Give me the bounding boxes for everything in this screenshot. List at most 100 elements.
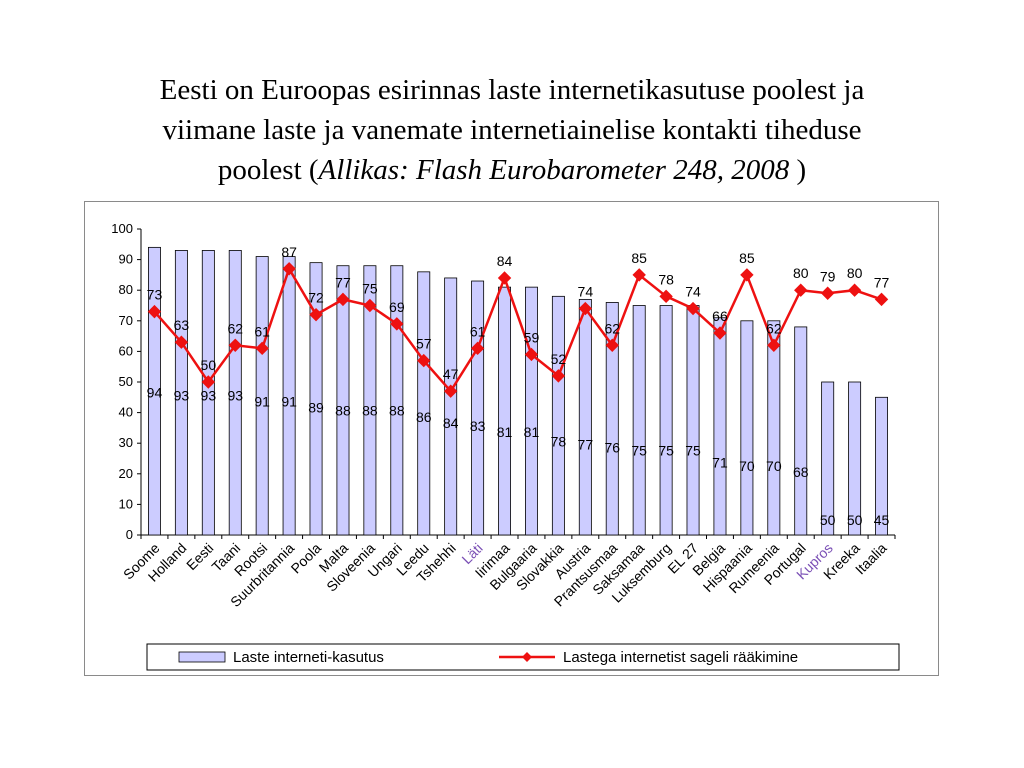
line-point xyxy=(686,301,700,316)
bar xyxy=(444,277,458,536)
bar-data-label: 94 xyxy=(147,384,163,400)
bar-data-label: 77 xyxy=(578,436,594,452)
bar-data-label: 93 xyxy=(227,387,243,403)
bar-data-label: 71 xyxy=(712,455,728,471)
bar-data-label: 93 xyxy=(174,387,190,403)
line-data-label: 62 xyxy=(604,320,620,336)
bar xyxy=(551,295,565,536)
y-tick-label: 100 xyxy=(111,221,133,236)
bar xyxy=(498,286,511,536)
bar-data-label: 81 xyxy=(497,424,513,440)
line-data-label: 85 xyxy=(631,250,647,266)
bar xyxy=(713,317,727,536)
line-data-label: 75 xyxy=(362,281,378,297)
line-point xyxy=(794,283,808,297)
line-data-label: 85 xyxy=(739,250,755,266)
line-data-label: 61 xyxy=(470,323,486,339)
line-point xyxy=(147,304,162,319)
bar xyxy=(201,250,215,536)
bar xyxy=(821,381,835,536)
series-line xyxy=(153,265,882,394)
line-point xyxy=(605,338,619,352)
bar xyxy=(336,265,350,536)
bar xyxy=(794,326,808,536)
bar-data-label: 70 xyxy=(766,458,782,474)
bar xyxy=(255,256,269,536)
line-point xyxy=(228,338,242,352)
line-data-label: 59 xyxy=(524,329,540,345)
bar xyxy=(471,280,485,536)
chart-area: 0 10 20 30 40 50 60 70 80 90 100 94 93 93 93 91 91 89 88 88… xyxy=(84,201,939,676)
title-line-3-suffix: ) xyxy=(789,154,807,186)
line-point xyxy=(309,307,323,322)
line-point xyxy=(740,268,754,282)
y-tick-label: 50 xyxy=(119,374,133,389)
line-data-label: 63 xyxy=(174,317,190,333)
title-line-3: poolest (Allikas: Flash Eurobarometer 24… xyxy=(40,150,984,190)
y-tick-label: 70 xyxy=(119,313,133,328)
bar xyxy=(686,305,700,536)
bar-data-label: 50 xyxy=(820,512,836,528)
line-data-label: 62 xyxy=(766,320,782,336)
bar xyxy=(228,250,242,536)
y-tick-label: 60 xyxy=(119,343,133,358)
bar xyxy=(578,298,592,536)
title-line-3-prefix: poolest ( xyxy=(217,154,319,186)
bar-data-label: 91 xyxy=(281,394,297,410)
bar-data-label: 84 xyxy=(443,415,459,431)
y-tick-label: 40 xyxy=(119,405,133,420)
line-data-label: 79 xyxy=(820,268,836,284)
title-line-1: Eesti on Euroopas esirinnas laste intern… xyxy=(159,74,865,106)
bar xyxy=(174,250,188,536)
bar-data-label: 75 xyxy=(631,443,647,459)
bar-data-label: 68 xyxy=(793,464,809,480)
line-point xyxy=(470,341,485,356)
bar-data-label: 93 xyxy=(201,387,217,403)
y-tick-label: 0 xyxy=(126,527,133,542)
line-data-label: 80 xyxy=(793,265,809,281)
bar-data-label: 88 xyxy=(389,403,405,419)
line-data-label: 80 xyxy=(847,265,863,281)
bar-data-label: 81 xyxy=(524,424,540,440)
line-point xyxy=(551,369,566,383)
y-tick-label: 10 xyxy=(119,496,133,511)
y-tick-label: 30 xyxy=(119,435,133,450)
line-point xyxy=(524,347,539,362)
line-point xyxy=(578,301,593,316)
line-point xyxy=(443,384,458,398)
legend-line-marker xyxy=(522,652,532,662)
legend-bar-label: Laste interneti-kasutus xyxy=(233,649,384,666)
chart-svg: 0 10 20 30 40 50 60 70 80 90 100 94 93 93 93 91 91 89 88 88… xyxy=(111,221,900,671)
line-point xyxy=(363,298,377,313)
title-line-2: viimane laste ja vanemate internetiainel… xyxy=(162,114,862,146)
line-point xyxy=(282,262,296,276)
line-data-label: 78 xyxy=(658,271,674,287)
line-point xyxy=(174,335,189,349)
bar xyxy=(740,320,754,536)
bar-data-label: 50 xyxy=(847,512,863,528)
bar-data-label: 70 xyxy=(739,458,755,474)
line-point xyxy=(201,375,216,389)
bar-data-label: 88 xyxy=(362,403,378,419)
line-point xyxy=(390,317,404,331)
bar-data-label: 78 xyxy=(551,433,567,449)
bar xyxy=(659,305,673,536)
line-point xyxy=(847,283,862,297)
line-data-label: 74 xyxy=(685,284,701,300)
bar xyxy=(309,262,323,536)
bar xyxy=(525,286,538,536)
bar xyxy=(148,246,161,536)
line-data-label: 69 xyxy=(389,299,405,315)
bar xyxy=(363,265,377,536)
category-label: Eesti xyxy=(183,540,216,573)
bar-data-label: 91 xyxy=(254,394,270,410)
bar xyxy=(282,256,296,536)
line-point xyxy=(713,326,727,340)
line-point xyxy=(255,341,269,356)
bar-data-label: 89 xyxy=(308,400,324,416)
line-point xyxy=(336,292,350,307)
line-data-label: 84 xyxy=(497,253,513,269)
y-tick-label: 20 xyxy=(119,466,133,481)
y-tick-label: 90 xyxy=(119,252,133,267)
bar xyxy=(417,271,431,536)
